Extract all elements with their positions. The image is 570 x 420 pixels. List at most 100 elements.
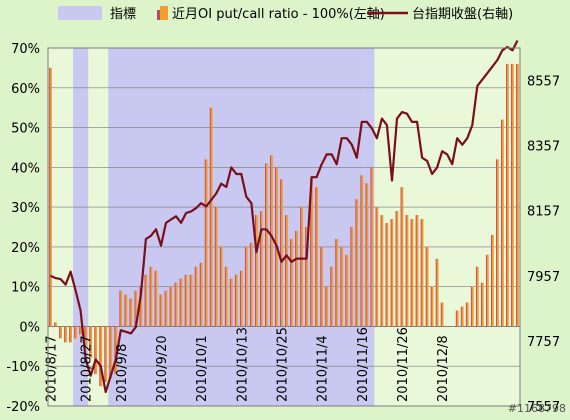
bar-shadow xyxy=(49,67,51,327)
bar-body xyxy=(425,246,429,327)
bar-body xyxy=(229,278,233,327)
bar-73 xyxy=(415,215,419,327)
bar-86 xyxy=(480,282,484,327)
bar-92 xyxy=(511,63,514,327)
bar-body xyxy=(385,223,389,327)
bar-body xyxy=(365,183,369,327)
bar-72 xyxy=(410,219,414,327)
bar-body xyxy=(255,215,258,327)
bar-14 xyxy=(119,290,123,327)
bar-shadow xyxy=(119,290,121,327)
bar-body xyxy=(119,290,123,327)
bar-body xyxy=(219,246,223,327)
index-shading xyxy=(73,48,375,406)
bar-body xyxy=(234,274,238,327)
bar-body xyxy=(320,246,324,327)
bar-body xyxy=(496,159,499,327)
bar-body xyxy=(295,230,298,327)
y-left-tick: 0% xyxy=(19,320,40,335)
bar-70 xyxy=(400,187,404,327)
bar-body xyxy=(430,286,434,327)
x-tick: 2010/9/20 xyxy=(155,335,170,402)
bar-shadow xyxy=(229,278,231,327)
bar-shadow xyxy=(104,326,106,383)
bar-body xyxy=(49,67,52,327)
bar-body xyxy=(164,290,168,327)
bar-shadow xyxy=(405,215,407,327)
bar-shadow xyxy=(455,310,457,327)
bar-shadow xyxy=(425,246,427,327)
bar-38 xyxy=(239,270,243,327)
bar-shadow xyxy=(350,227,352,327)
bar-62 xyxy=(360,175,364,327)
bar-54 xyxy=(320,246,324,327)
y-left-tick: 70% xyxy=(11,42,40,57)
bar-body xyxy=(174,282,178,327)
x-tick: 2010/10/1 xyxy=(195,335,210,402)
bar-body xyxy=(420,219,424,327)
bar-81 xyxy=(455,310,459,327)
bar-12 xyxy=(109,326,113,379)
bar-49 xyxy=(295,230,298,327)
bar-shadow xyxy=(501,119,503,327)
legend-label-shade: 指標 xyxy=(110,7,136,22)
bar-body xyxy=(355,199,359,327)
plot-frame xyxy=(47,47,521,407)
bar-shadow xyxy=(415,215,417,327)
bar-shadow xyxy=(94,326,96,375)
bar-89 xyxy=(496,159,499,327)
bar-body xyxy=(179,278,183,327)
bar-91 xyxy=(506,63,509,327)
bar-76 xyxy=(430,286,434,327)
bar-shadow xyxy=(270,155,272,327)
bar-body xyxy=(360,175,364,327)
bar-7 xyxy=(84,326,88,347)
legend-label-line: 台指期收盤(右軸) xyxy=(412,7,513,22)
bar-shadow xyxy=(410,219,412,327)
bar-shadow xyxy=(64,326,66,343)
bar-body xyxy=(501,119,504,327)
bar-body xyxy=(511,63,514,327)
bar-shadow xyxy=(430,286,432,327)
bar-body xyxy=(375,207,379,327)
bar-body xyxy=(380,215,384,327)
y-left-tick: -20% xyxy=(6,400,40,415)
bar-body xyxy=(395,211,399,327)
bar-body xyxy=(149,266,153,327)
bar-66 xyxy=(380,215,384,327)
bar-body xyxy=(335,238,339,327)
ratio-bars xyxy=(49,63,519,387)
bar-body xyxy=(491,234,494,327)
bar-55 xyxy=(325,286,329,327)
legend-label-bar: 近月OI put/call ratio - 100%(左軸) xyxy=(172,7,385,22)
bar-10 xyxy=(99,326,103,387)
bar-shadow xyxy=(395,211,397,327)
bar-78 xyxy=(440,302,444,327)
bar-41 xyxy=(255,215,258,327)
bar-shadow xyxy=(265,163,267,327)
close-line-path xyxy=(50,40,519,394)
x-tick: 2010/11/16 xyxy=(356,327,371,402)
legend-swatch-bar-dark xyxy=(157,10,160,20)
bar-body xyxy=(370,167,374,327)
bar-shadow xyxy=(214,207,216,327)
bar-shadow xyxy=(320,246,322,327)
bar-2 xyxy=(59,326,62,339)
bar-body xyxy=(224,266,228,327)
bar-shadow xyxy=(124,294,126,327)
bar-body xyxy=(415,215,419,327)
shade-span-0 xyxy=(73,48,89,406)
bar-shadow xyxy=(370,167,372,327)
bar-body xyxy=(305,227,308,327)
bar-31 xyxy=(204,159,208,327)
y-left-tick: 30% xyxy=(11,201,40,216)
x-tick: 2010/8/27 xyxy=(80,335,95,402)
bar-11 xyxy=(104,326,108,383)
y-left-tick: 10% xyxy=(11,281,40,296)
bar-9 xyxy=(94,326,98,375)
y-right-tick: 8557 xyxy=(527,75,560,90)
bar-shadow xyxy=(390,219,392,327)
bar-shadow xyxy=(465,302,467,327)
bar-body xyxy=(285,215,288,327)
bar-17 xyxy=(134,290,138,327)
